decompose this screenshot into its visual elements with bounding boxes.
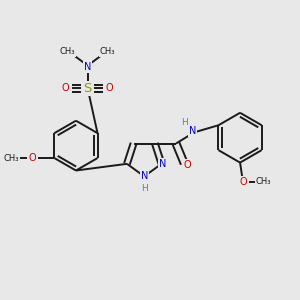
Text: CH₃: CH₃ — [256, 177, 271, 186]
Text: CH₃: CH₃ — [60, 47, 76, 56]
Text: H: H — [182, 118, 188, 127]
Text: N: N — [189, 126, 196, 136]
Text: O: O — [62, 83, 70, 94]
Text: N: N — [84, 62, 92, 72]
Text: N: N — [159, 159, 167, 169]
Text: O: O — [28, 153, 36, 163]
Text: S: S — [83, 82, 92, 95]
Text: CH₃: CH₃ — [4, 154, 19, 163]
Text: O: O — [106, 83, 113, 94]
Text: H: H — [141, 184, 148, 193]
Text: O: O — [184, 160, 192, 170]
Text: O: O — [240, 177, 248, 187]
Text: N: N — [140, 171, 148, 182]
Text: CH₃: CH₃ — [100, 47, 116, 56]
